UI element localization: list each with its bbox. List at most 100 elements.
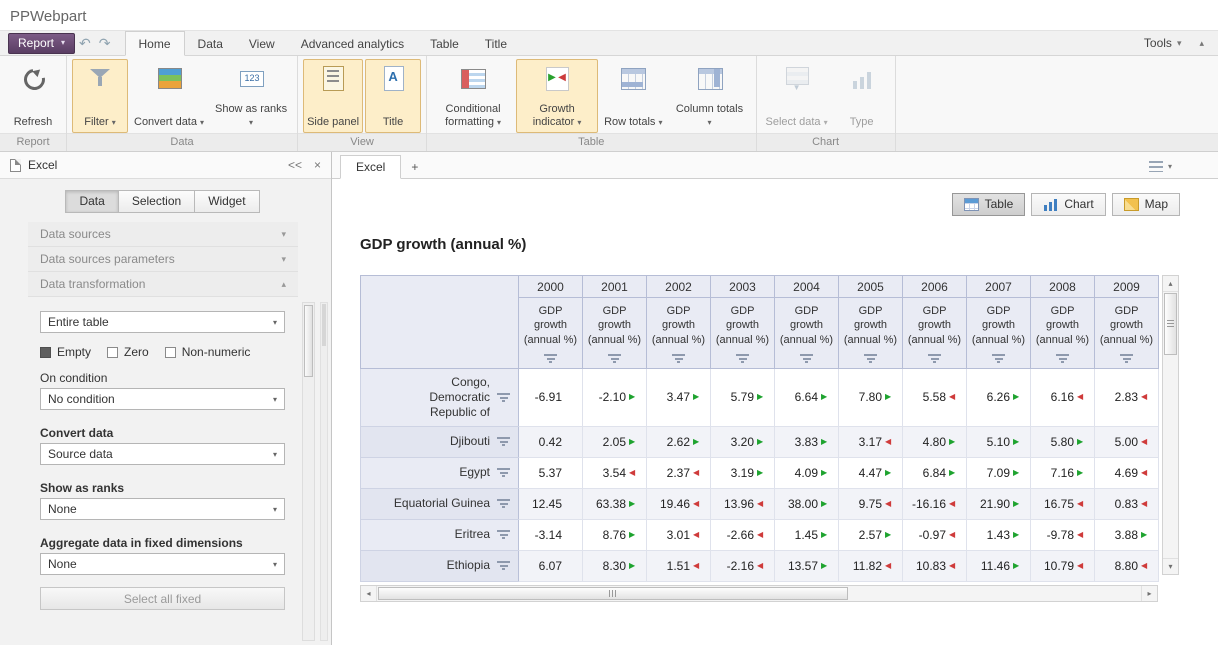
year-header[interactable]: 2007	[966, 275, 1031, 298]
filter-icon[interactable]	[928, 353, 941, 363]
data-cell[interactable]: 3.20 ▶	[710, 425, 775, 458]
scroll-right-arrow[interactable]: ▸	[1141, 585, 1157, 601]
title-button[interactable]: Title	[365, 59, 422, 133]
data-cell[interactable]: 6.64 ▶	[774, 367, 839, 427]
data-cell[interactable]: 5.37	[518, 456, 583, 489]
scroll-left-arrow[interactable]: ◂	[361, 585, 377, 601]
tools-menu-button[interactable]: Tools ▾	[1144, 36, 1182, 50]
data-cell[interactable]: 5.00 ◀	[1094, 425, 1159, 458]
empty-checkbox[interactable]: Empty	[40, 345, 91, 359]
data-cell[interactable]: 2.57 ▶	[838, 518, 903, 551]
scroll-down-arrow[interactable]: ▾	[1163, 558, 1178, 574]
ribbon-tab-view[interactable]: View	[248, 36, 275, 51]
row-header[interactable]: Eritrea	[360, 518, 519, 551]
data-cell[interactable]: 4.69 ◀	[1094, 456, 1159, 489]
data-cell[interactable]: 11.82 ◀	[838, 549, 903, 582]
data-cell[interactable]: -3.14	[518, 518, 583, 551]
vertical-scrollbar[interactable]: ▴ ▾	[1162, 275, 1179, 575]
filter-icon[interactable]	[497, 468, 510, 478]
data-cell[interactable]: 7.16 ▶	[1030, 456, 1095, 489]
year-header[interactable]: 2009	[1094, 275, 1159, 298]
data-cell[interactable]: 11.46 ▶	[966, 549, 1031, 582]
data-cell[interactable]: 4.47 ▶	[838, 456, 903, 489]
row-header[interactable]: Egypt	[360, 456, 519, 489]
data-cell[interactable]: 3.01 ◀	[646, 518, 711, 551]
data-cell[interactable]: 2.83 ◀	[1094, 367, 1159, 427]
conditional-formatting-button[interactable]: Conditional formatting ▾	[432, 59, 514, 133]
data-cell[interactable]: 63.38 ▶	[582, 487, 647, 520]
data-cell[interactable]: 2.62 ▶	[646, 425, 711, 458]
data-cell[interactable]: 5.58 ◀	[902, 367, 967, 427]
column-totals-button[interactable]: Column totals ▾	[669, 59, 751, 133]
data-cell[interactable]: 6.07	[518, 549, 583, 582]
ribbon-tab-data[interactable]: Data	[197, 36, 223, 51]
table-view-button[interactable]: Table	[951, 193, 1026, 216]
data-cell[interactable]: 3.47 ▶	[646, 367, 711, 427]
data-cell[interactable]: 3.83 ▶	[774, 425, 839, 458]
sidebar-outer-scrollbar[interactable]	[320, 302, 328, 641]
measure-header[interactable]: GDP growth (annual %)	[838, 297, 903, 369]
refresh-button[interactable]: Refresh	[5, 59, 61, 133]
growth-indicator-button[interactable]: ▶ ◀ Growth indicator ▾	[516, 59, 599, 133]
data-cell[interactable]: 3.19 ▶	[710, 456, 775, 489]
section-data-sources-parameters[interactable]: Data sources parameters ▾	[28, 247, 298, 272]
data-cell[interactable]: 0.83 ◀	[1094, 487, 1159, 520]
data-cell[interactable]: 19.46 ◀	[646, 487, 711, 520]
ribbon-tab-title[interactable]: Title	[484, 36, 508, 51]
row-totals-button[interactable]: Row totals ▾	[600, 59, 666, 133]
data-cell[interactable]: 0.42	[518, 425, 583, 458]
filter-icon[interactable]	[497, 499, 510, 509]
undo-button[interactable]: ↶	[79, 34, 91, 51]
tab-widget[interactable]: Widget	[194, 190, 260, 213]
data-cell[interactable]: 1.45 ▶	[774, 518, 839, 551]
year-header[interactable]: 2008	[1030, 275, 1095, 298]
report-menu-button[interactable]: Report ▾	[8, 32, 76, 54]
data-cell[interactable]: -9.78 ◀	[1030, 518, 1095, 551]
data-cell[interactable]: -0.97 ◀	[902, 518, 967, 551]
row-header[interactable]: Djibouti	[360, 425, 519, 458]
scrollbar-thumb[interactable]	[378, 586, 848, 600]
convert-data-button[interactable]: Convert data ▾	[130, 59, 208, 133]
row-header[interactable]: Congo, Democratic Republic of	[360, 367, 519, 427]
data-cell[interactable]: -2.16 ◀	[710, 549, 775, 582]
tab-selection[interactable]: Selection	[117, 190, 196, 213]
scrollbar-track[interactable]	[848, 586, 1141, 601]
data-cell[interactable]: -16.16 ◀	[902, 487, 967, 520]
condition-dropdown[interactable]: No condition ▾	[40, 388, 285, 410]
filter-icon[interactable]	[544, 353, 557, 363]
measure-header[interactable]: GDP growth (annual %)	[1030, 297, 1095, 369]
data-cell[interactable]: 5.80 ▶	[1030, 425, 1095, 458]
collapse-ribbon-button[interactable]: ▴	[1199, 37, 1204, 48]
data-cell[interactable]: 3.54 ◀	[582, 456, 647, 489]
measure-header[interactable]: GDP growth (annual %)	[966, 297, 1031, 369]
data-cell[interactable]: 7.80 ▶	[838, 367, 903, 427]
data-cell[interactable]: 38.00 ▶	[774, 487, 839, 520]
measure-header[interactable]: GDP growth (annual %)	[646, 297, 711, 369]
data-cell[interactable]: 5.10 ▶	[966, 425, 1031, 458]
measure-header[interactable]: GDP growth (annual %)	[1094, 297, 1159, 369]
data-cell[interactable]: 1.43 ▶	[966, 518, 1031, 551]
measure-header[interactable]: GDP growth (annual %)	[518, 297, 583, 369]
filter-icon[interactable]	[1120, 353, 1133, 363]
data-cell[interactable]: 8.30 ▶	[582, 549, 647, 582]
data-cell[interactable]: 16.75 ◀	[1030, 487, 1095, 520]
year-header[interactable]: 2001	[582, 275, 647, 298]
year-header[interactable]: 2006	[902, 275, 967, 298]
year-header[interactable]: 2002	[646, 275, 711, 298]
scrollbar-thumb[interactable]	[304, 305, 313, 377]
data-cell[interactable]: 6.16 ◀	[1030, 367, 1095, 427]
data-cell[interactable]: 6.26 ▶	[966, 367, 1031, 427]
filter-icon[interactable]	[736, 353, 749, 363]
tab-data[interactable]: Data	[65, 190, 119, 213]
filter-button[interactable]: Filter ▾	[72, 59, 128, 133]
collapse-panel-button[interactable]: <<	[287, 158, 302, 172]
filter-icon[interactable]	[672, 353, 685, 363]
scope-dropdown[interactable]: Entire table ▾	[40, 311, 285, 333]
data-cell[interactable]: -6.91	[518, 367, 583, 427]
measure-header[interactable]: GDP growth (annual %)	[774, 297, 839, 369]
zero-checkbox[interactable]: Zero	[107, 345, 149, 359]
scrollbar-thumb[interactable]	[1164, 293, 1177, 355]
data-cell[interactable]: 8.76 ▶	[582, 518, 647, 551]
data-cell[interactable]: 10.83 ◀	[902, 549, 967, 582]
data-cell[interactable]: 6.84 ▶	[902, 456, 967, 489]
